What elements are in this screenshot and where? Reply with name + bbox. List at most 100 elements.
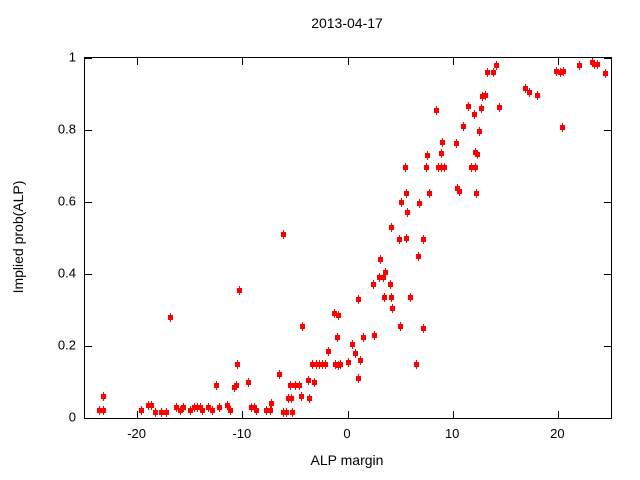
data-point (277, 370, 283, 380)
data-point (178, 406, 184, 416)
data-point (139, 406, 145, 416)
data-point (378, 255, 384, 265)
data-point (253, 406, 259, 416)
data-point (523, 84, 529, 94)
data-point (382, 292, 388, 302)
data-point (336, 310, 342, 320)
data-point (349, 339, 355, 349)
data-point (490, 67, 496, 77)
data-point (198, 402, 204, 412)
data-point (233, 381, 239, 391)
data-point (371, 330, 377, 340)
y-tick-label: 0 (68, 409, 76, 425)
data-point (388, 292, 394, 302)
data-point (323, 359, 329, 369)
data-point (159, 408, 165, 418)
x-tick-mark-top (137, 58, 139, 65)
data-point (331, 309, 337, 319)
y-tick-mark-right (604, 129, 611, 131)
data-point (439, 163, 445, 173)
data-point (473, 189, 479, 199)
data-point (461, 121, 467, 131)
y-tick-mark (85, 417, 92, 419)
x-tick-label: 0 (343, 426, 351, 441)
data-point (425, 150, 431, 160)
x-axis-label: ALP margin (310, 452, 384, 468)
data-point (317, 359, 323, 369)
data-point (389, 303, 395, 313)
data-point (381, 273, 387, 283)
data-point (209, 406, 215, 416)
data-point (468, 163, 474, 173)
data-point (356, 294, 362, 304)
data-point (352, 348, 358, 358)
data-point (281, 408, 287, 418)
y-tick-mark-right (604, 57, 611, 59)
data-point (289, 408, 295, 418)
data-point (387, 280, 393, 290)
data-point (603, 69, 609, 79)
plot-area (84, 57, 612, 419)
data-point (370, 280, 376, 290)
data-point (594, 59, 600, 69)
data-point (415, 251, 421, 261)
data-point (477, 127, 482, 137)
data-point (480, 92, 486, 102)
y-tick-mark-right (604, 201, 611, 203)
data-point (191, 402, 197, 412)
data-point (398, 321, 404, 331)
data-point (377, 273, 383, 283)
data-point (338, 359, 344, 369)
data-point (267, 406, 273, 416)
y-tick-mark-right (604, 417, 611, 419)
data-point (245, 377, 251, 387)
data-point (399, 197, 405, 207)
data-point (403, 163, 409, 173)
data-point (474, 149, 480, 159)
data-point (527, 88, 533, 98)
x-tick-mark-top (347, 58, 349, 65)
y-tick-label: 0.2 (57, 337, 76, 353)
data-point (320, 359, 326, 369)
data-point (358, 355, 364, 365)
data-point (101, 406, 107, 416)
data-point (174, 402, 180, 412)
y-tick-label: 0.8 (57, 121, 76, 137)
data-point (300, 321, 306, 331)
data-point (472, 163, 478, 173)
data-point (237, 285, 243, 295)
y-tick-mark (85, 201, 92, 203)
data-point (281, 229, 287, 239)
data-point (479, 104, 485, 114)
data-point (454, 183, 460, 193)
data-point (560, 123, 566, 133)
data-point (299, 391, 305, 401)
data-point (97, 406, 103, 416)
x-tick-label: 20 (550, 426, 565, 441)
data-point (200, 406, 206, 416)
data-point (145, 400, 151, 410)
data-point (235, 359, 241, 369)
data-point (439, 148, 445, 158)
data-point (405, 208, 411, 218)
data-point (404, 188, 410, 198)
data-point (496, 103, 502, 113)
data-point (435, 163, 441, 173)
data-point (483, 90, 489, 100)
data-point (424, 163, 430, 173)
data-point (345, 357, 351, 367)
data-point (284, 408, 290, 418)
data-point (457, 187, 462, 197)
data-point (404, 233, 410, 243)
data-point (264, 406, 270, 416)
x-tick-mark (452, 411, 454, 418)
data-point (442, 163, 448, 173)
y-tick-mark (85, 129, 92, 131)
data-point (297, 381, 303, 391)
data-point (205, 402, 211, 412)
data-point (485, 67, 491, 77)
data-point (334, 332, 340, 342)
data-point (383, 267, 389, 277)
data-point (553, 67, 559, 77)
y-tick-mark-right (604, 273, 611, 275)
